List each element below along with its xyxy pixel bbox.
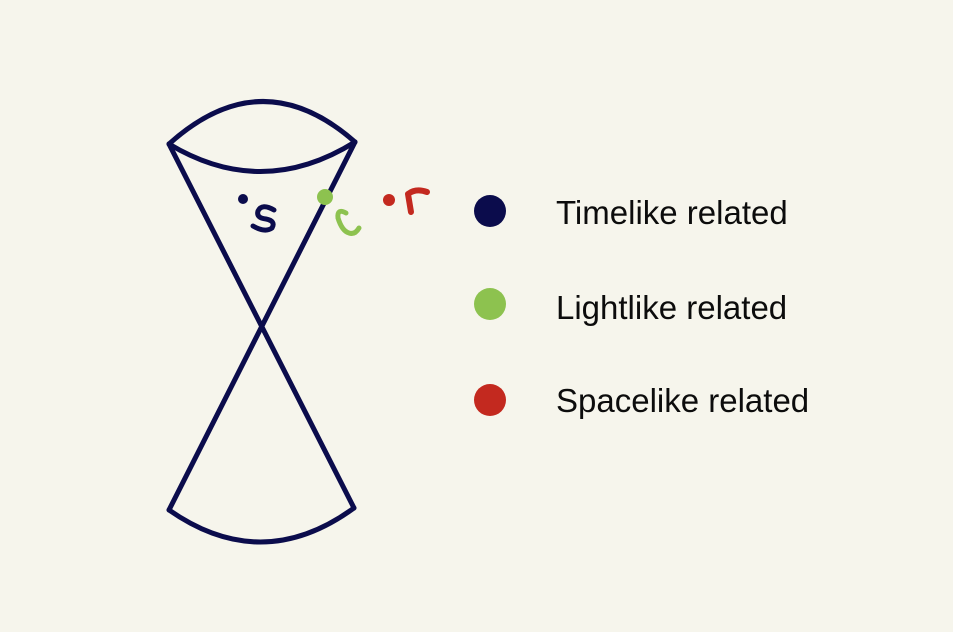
point-q — [317, 189, 362, 236]
point-s — [238, 194, 277, 233]
legend-label-timelike: Timelike related — [556, 194, 788, 231]
point-r-label — [405, 187, 430, 215]
point-q-dot — [317, 189, 333, 205]
future-cone-rim-arc — [166, 139, 358, 174]
future-cone-top-arc — [166, 99, 358, 147]
point-s-label — [250, 204, 277, 233]
legend-marker-timelike — [474, 195, 506, 227]
point-s-dot — [238, 194, 248, 204]
legend-item-lightlike: Lightlike related — [474, 288, 787, 326]
legend-label-spacelike: Spacelike related — [556, 382, 809, 419]
legend-item-spacelike: Spacelike related — [474, 382, 809, 419]
legend-marker-lightlike — [474, 288, 506, 320]
point-r — [383, 187, 430, 215]
legend-item-timelike: Timelike related — [474, 194, 788, 231]
point-q-label — [335, 208, 362, 236]
legend-marker-spacelike — [474, 384, 506, 416]
legend-label-lightlike: Lightlike related — [556, 289, 787, 326]
point-r-dot — [383, 194, 395, 206]
legend: Timelike related Lightlike related Space… — [474, 194, 809, 419]
past-cone-rim-arc — [166, 505, 357, 545]
